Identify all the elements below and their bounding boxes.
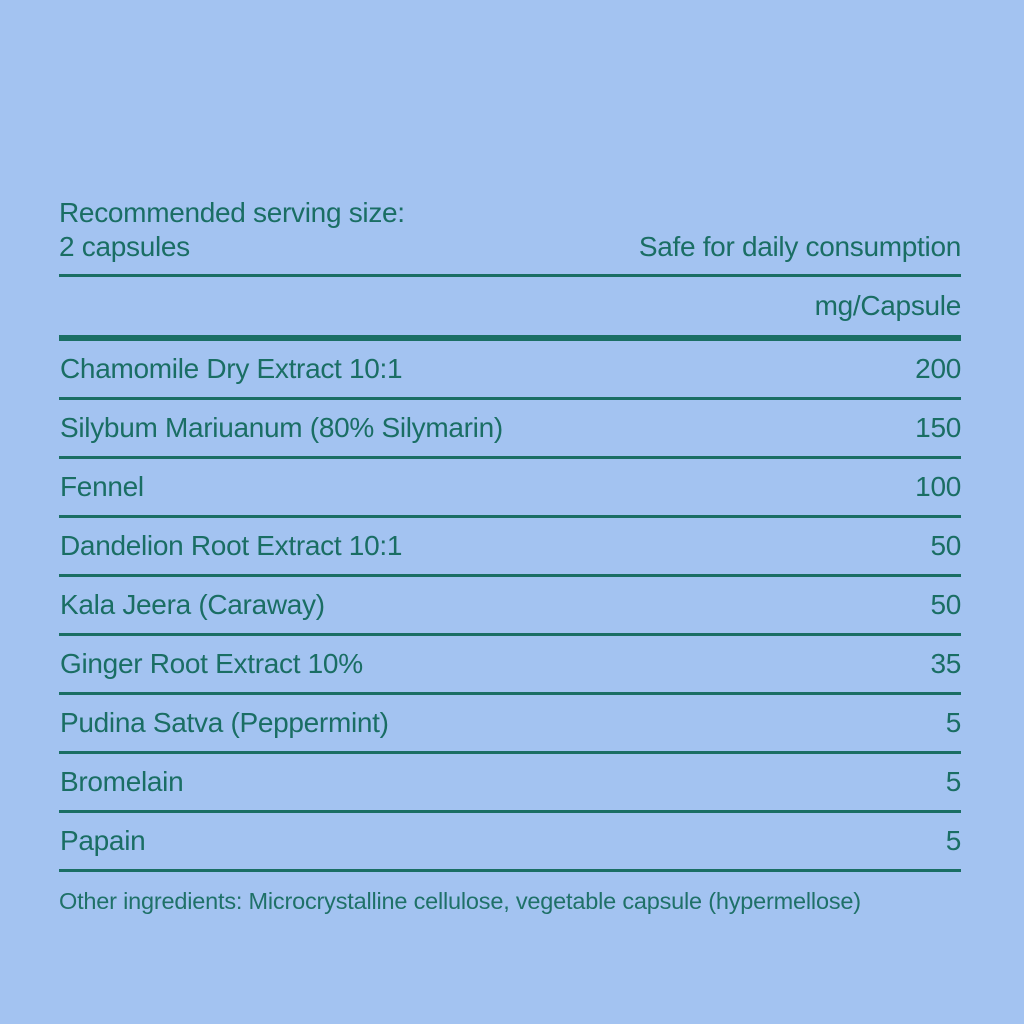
ingredient-name: Papain	[60, 825, 146, 856]
divider	[59, 274, 961, 277]
unit-header: mg/Capsule	[814, 290, 962, 321]
table-row: Kala Jeera (Caraway) 50	[59, 577, 961, 636]
ingredient-name: Dandelion Root Extract 10:1	[60, 530, 403, 561]
ingredient-amount: 150	[915, 412, 961, 443]
ingredients-table: Chamomile Dry Extract 10:1 200 Silybum M…	[59, 341, 961, 872]
table-row: Fennel 100	[59, 459, 961, 518]
ingredient-amount: 200	[915, 353, 961, 384]
ingredient-name: Fennel	[60, 471, 144, 502]
ingredient-name: Ginger Root Extract 10%	[60, 648, 363, 679]
ingredient-amount: 5	[945, 766, 962, 797]
table-row: Dandelion Root Extract 10:1 50	[59, 518, 961, 577]
serving-header: Recommended serving size: 2 capsules Saf…	[59, 196, 961, 274]
ingredient-name: Pudina Satva (Peppermint)	[60, 707, 389, 738]
thick-divider	[59, 335, 961, 341]
table-row: Silybum Mariuanum (80% Silymarin) 150	[59, 400, 961, 459]
ingredient-name: Silybum Mariuanum (80% Silymarin)	[60, 412, 503, 443]
ingredient-amount: 35	[930, 648, 961, 679]
other-ingredients-note: Other ingredients: Microcrystalline cell…	[59, 888, 861, 914]
ingredient-name: Kala Jeera (Caraway)	[60, 589, 325, 620]
ingredient-amount: 50	[930, 589, 961, 620]
safety-note: Safe for daily consumption	[638, 231, 961, 262]
ingredient-amount: 5	[945, 707, 962, 738]
table-row: Papain 5	[59, 813, 961, 872]
unit-header-row: mg/Capsule	[59, 277, 962, 335]
ingredient-name: Bromelain	[60, 766, 184, 797]
table-row: Chamomile Dry Extract 10:1 200	[59, 341, 961, 400]
ingredient-amount: 5	[945, 825, 962, 856]
serving-size-label: Recommended serving size:	[59, 197, 405, 228]
serving-size: Recommended serving size: 2 capsules	[59, 196, 405, 264]
serving-size-value: 2 capsules	[59, 231, 190, 262]
ingredient-name: Chamomile Dry Extract 10:1	[60, 353, 403, 384]
supplement-facts-panel: Recommended serving size: 2 capsules Saf…	[59, 196, 961, 916]
ingredient-amount: 100	[915, 471, 961, 502]
table-row: Pudina Satva (Peppermint) 5	[59, 695, 961, 754]
table-row: Ginger Root Extract 10% 35	[59, 636, 961, 695]
ingredient-amount: 50	[930, 530, 961, 561]
table-row: Bromelain 5	[59, 754, 961, 813]
